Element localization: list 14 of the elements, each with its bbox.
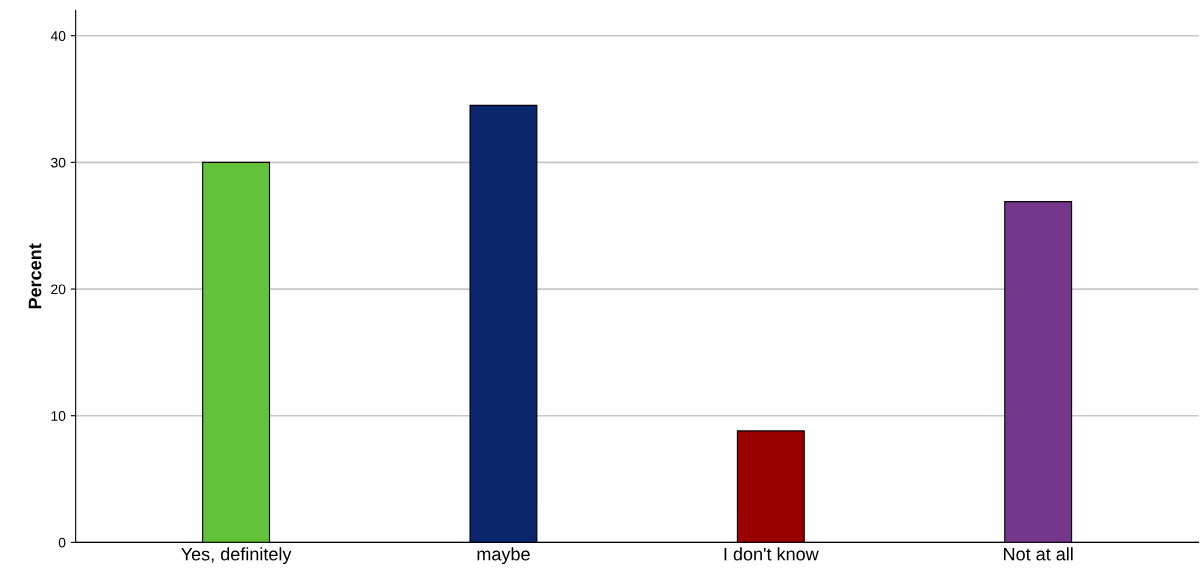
y-axis-title: Percent	[28, 243, 42, 309]
x-tick-label: I don't know	[724, 547, 819, 561]
y-tick-label: 20	[51, 284, 66, 295]
bar	[736, 430, 805, 543]
y-tick-label: 30	[51, 157, 66, 168]
bar	[202, 161, 271, 543]
y-tick-label: 0	[58, 537, 66, 548]
y-tick-label: 10	[51, 411, 66, 421]
y-tick-label: 40	[50, 31, 66, 41]
x-tick-label: maybe	[477, 547, 530, 565]
x-tick-label: Not at all	[1004, 547, 1073, 561]
bar	[469, 104, 538, 543]
bar	[1004, 201, 1073, 543]
x-tick-label: Yes, definitely	[181, 547, 292, 565]
